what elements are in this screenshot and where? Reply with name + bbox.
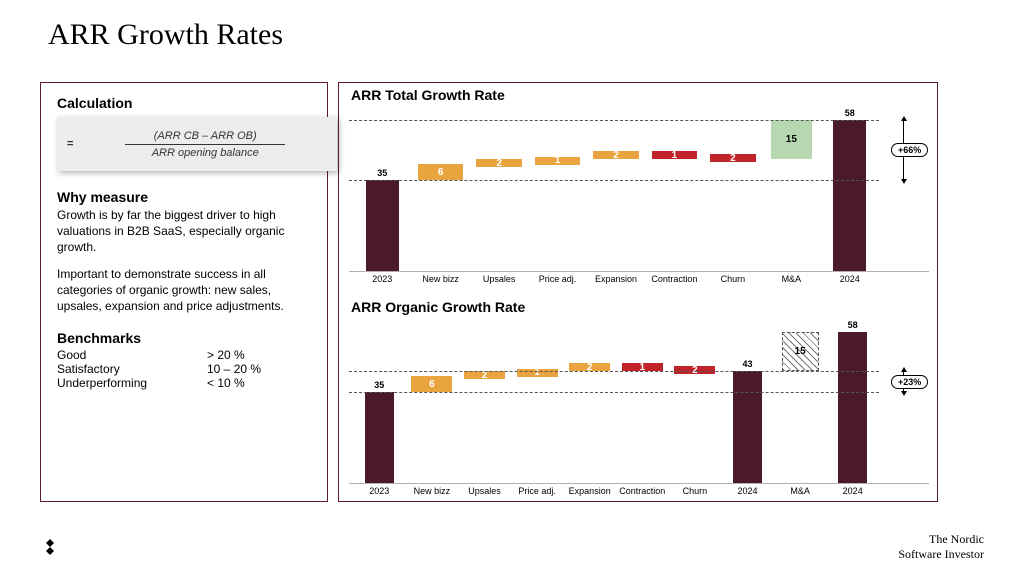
formula-box: = (ARR CB – ARR OB) ARR opening balance	[57, 117, 337, 171]
waterfall-segment	[366, 180, 399, 271]
chart-title-top: ARR Total Growth Rate	[351, 87, 505, 103]
category-label: 2024	[822, 274, 878, 284]
waterfall-segment: 2	[674, 366, 715, 374]
why-measure-p1: Growth is by far the biggest driver to h…	[57, 207, 311, 256]
dashed-ref-line	[349, 180, 879, 181]
waterfall-segment: 15	[771, 120, 812, 159]
category-label: Churn	[667, 486, 723, 496]
bench-row: Satisfactory 10 – 20 %	[57, 362, 311, 376]
waterfall-segment: 2	[710, 154, 756, 162]
bench-row: Good > 20 %	[57, 348, 311, 362]
bench-label: Satisfactory	[57, 362, 207, 376]
category-label: New bizz	[404, 486, 460, 496]
waterfall-segment	[365, 392, 394, 483]
why-measure-title: Why measure	[57, 189, 311, 205]
bar-top-label: 35	[362, 168, 402, 178]
category-label: Upsales	[457, 486, 513, 496]
left-panel: Calculation = (ARR CB – ARR OB) ARR open…	[40, 82, 328, 502]
bar-top-label: 43	[728, 359, 768, 369]
benchmarks-table: Good > 20 % Satisfactory 10 – 20 % Under…	[57, 348, 311, 390]
bar-top-label: 58	[830, 108, 870, 118]
category-label: Price adj.	[509, 486, 565, 496]
dashed-ref-line	[349, 371, 879, 372]
growth-badge: +23%	[891, 375, 928, 389]
equals-icon: =	[67, 138, 73, 150]
waterfall-segment: 2	[593, 151, 639, 159]
waterfall-segment: 15	[782, 332, 819, 371]
growth-badge: +66%	[891, 143, 928, 157]
waterfall-segment: 2	[464, 371, 505, 379]
category-label: New bizz	[413, 274, 469, 284]
right-panel: ARR Total Growth Rate 35 2023 6 New bizz 2 Up…	[338, 82, 938, 502]
logo-icon	[40, 537, 60, 557]
chart-organic-growth: ARR Organic Growth Rate 35 2023 6 New bizz 2…	[339, 299, 939, 499]
dashed-ref-line	[349, 392, 879, 393]
chart-baseline	[349, 483, 929, 484]
bench-label: Underperforming	[57, 376, 207, 390]
waterfall-segment	[733, 371, 762, 483]
dashed-ref-line	[349, 120, 879, 121]
category-label: 2024	[720, 486, 776, 496]
category-label: Upsales	[471, 274, 527, 284]
calculation-title: Calculation	[57, 95, 311, 111]
bench-row: Underperforming < 10 %	[57, 376, 311, 390]
bench-value: 10 – 20 %	[207, 362, 261, 376]
category-label: Contraction	[614, 486, 670, 496]
category-label: Churn	[705, 274, 761, 284]
category-label: M&A	[772, 486, 828, 496]
chart-baseline	[349, 271, 929, 272]
category-label: 2023	[351, 486, 407, 496]
bench-value: > 20 %	[207, 348, 245, 362]
formula-denominator: ARR opening balance	[152, 145, 259, 159]
footer: The Nordic Software Investor	[898, 532, 984, 561]
benchmarks-title: Benchmarks	[57, 330, 311, 346]
chart-total-growth: ARR Total Growth Rate 35 2023 6 New bizz 2 Up…	[339, 87, 939, 287]
waterfall-segment	[838, 332, 867, 483]
category-label: Price adj.	[530, 274, 586, 284]
category-label: M&A	[763, 274, 819, 284]
waterfall-segment: 2	[569, 363, 610, 371]
waterfall-segment: 6	[411, 376, 452, 392]
category-label: 2023	[354, 274, 410, 284]
category-label: Contraction	[646, 274, 702, 284]
bench-value: < 10 %	[207, 376, 245, 390]
why-measure-p2: Important to demonstrate success in all …	[57, 266, 311, 315]
footer-line1: The Nordic	[898, 532, 984, 546]
bench-label: Good	[57, 348, 207, 362]
waterfall-segment: 1	[517, 369, 558, 377]
waterfall-segment: 6	[418, 164, 464, 180]
waterfall-segment: 1	[622, 363, 663, 371]
waterfall-segment: 1	[535, 157, 581, 165]
waterfall-segment: 1	[652, 151, 698, 159]
waterfall-segment: 2	[476, 159, 522, 167]
category-label: Expansion	[562, 486, 618, 496]
chart-title-bottom: ARR Organic Growth Rate	[351, 299, 525, 315]
bar-top-label: 35	[359, 380, 399, 390]
footer-line2: Software Investor	[898, 547, 984, 561]
formula-numerator: (ARR CB – ARR OB)	[125, 130, 285, 145]
page-title: ARR Growth Rates	[48, 18, 283, 52]
waterfall-segment	[833, 120, 866, 271]
bar-top-label: 58	[833, 320, 873, 330]
category-label: 2024	[825, 486, 881, 496]
category-label: Expansion	[588, 274, 644, 284]
